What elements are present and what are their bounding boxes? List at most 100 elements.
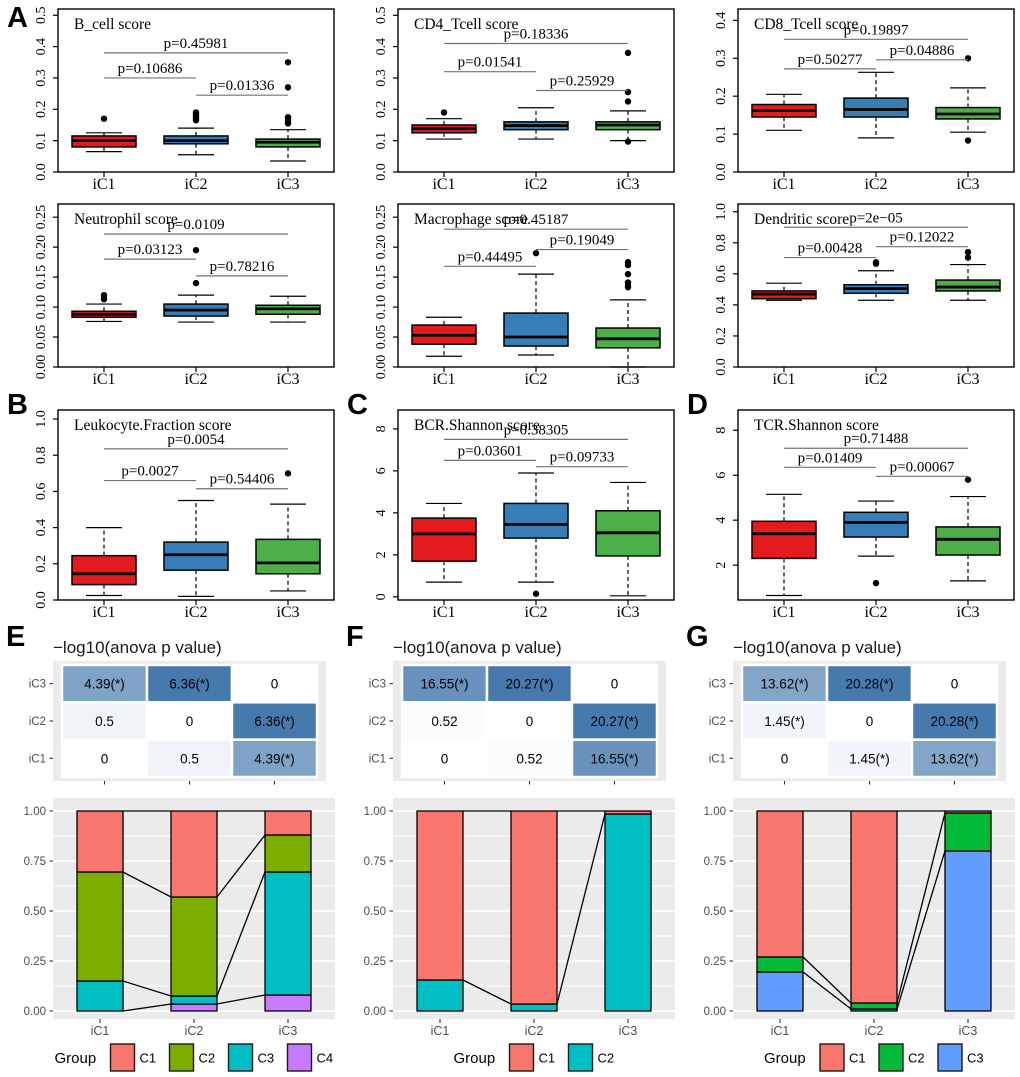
bar-segment-C2 bbox=[76, 871, 124, 982]
pvalue-label: p=0.71488 bbox=[844, 431, 909, 447]
x-tick-label: iC3 bbox=[279, 1024, 298, 1038]
box-iC2 bbox=[503, 312, 569, 347]
heatmap-cell-value: 0.52 bbox=[431, 714, 457, 729]
x-tick-label: iC2 bbox=[865, 1024, 884, 1038]
heatmap-cell bbox=[825, 663, 914, 704]
x-tick-label: iC3 bbox=[616, 371, 639, 388]
y-tick-label: 0.1 bbox=[714, 125, 729, 143]
outlier-dot bbox=[964, 137, 972, 144]
heatmap-row-label: iC3 bbox=[29, 679, 46, 691]
x-tick-label: iC1 bbox=[772, 604, 795, 621]
y-tick-label: 0.1 bbox=[374, 132, 389, 150]
panel-g-group-legend: Group C1 C2 C3 bbox=[680, 1040, 1020, 1077]
panel-a-dendritic-boxplot: 0.0 0.2 0.4 0.6 0.8 1.0 iC1 iC2 iC3 Dendritic sco… bbox=[680, 195, 1020, 395]
outlier-dot bbox=[284, 113, 292, 121]
y-tick-label: 0.00 bbox=[24, 1006, 46, 1018]
stack-connector bbox=[896, 850, 946, 1010]
panel-f-stacked-bars: 0.00 0.25 0.50 0.75 1.00 iC1 iC2 iC3 bbox=[340, 795, 680, 1045]
bars_f-svg: 0.00 0.25 0.50 0.75 1.00 iC1 iC2 iC3 bbox=[364, 798, 675, 1038]
outlier-dot bbox=[624, 270, 632, 278]
y-tick-label: 0.4 bbox=[34, 519, 49, 537]
y-tick-label: 0.00 bbox=[34, 355, 49, 380]
y-tick-label: 0.25 bbox=[24, 956, 46, 968]
box_tcr-svg: D 2 4 6 8 iC1 iC2 iC3 TCR.Shannon score p=0.01409… bbox=[687, 389, 1015, 621]
legend-swatch-c2 bbox=[168, 1043, 195, 1072]
y-tick-label: 1.00 bbox=[704, 806, 726, 818]
x-tick-label: iC3 bbox=[616, 604, 639, 621]
x-tick-label: iC2 bbox=[524, 604, 547, 621]
y-tick-label: 1.0 bbox=[34, 410, 49, 428]
box-iC2 bbox=[843, 511, 909, 538]
stack-connector bbox=[556, 813, 606, 1005]
outlier-dot bbox=[284, 59, 292, 66]
x-tick-label: iC3 bbox=[956, 176, 979, 193]
outlier-dot bbox=[100, 291, 108, 299]
x-tick-label: iC1 bbox=[432, 176, 455, 193]
x-tick-label: iC3 bbox=[956, 604, 979, 621]
pvalue-label: p=0.10686 bbox=[118, 61, 183, 77]
bar-segment-C2 bbox=[170, 896, 218, 997]
pvalue-label: p=0.03123 bbox=[118, 242, 183, 258]
bar-segment-C3 bbox=[756, 971, 804, 1012]
stack-connector bbox=[802, 971, 852, 1010]
box_dendritic-svg: 0.0 0.2 0.4 0.6 0.8 1.0 iC1 iC2 iC3 Dendritic sco… bbox=[714, 203, 1015, 388]
y-tick-label: 2 bbox=[714, 562, 729, 569]
boxplot-title: Dendritic score bbox=[754, 211, 849, 228]
y-tick-label: 0.5 bbox=[34, 7, 49, 25]
x-tick-label: iC2 bbox=[864, 604, 887, 621]
y-tick-label: 6 bbox=[374, 467, 389, 474]
pvalue-label: p=0.01336 bbox=[210, 78, 275, 94]
panel-f-group-legend: Group C1 C2 bbox=[340, 1040, 680, 1077]
heatmap-cell bbox=[400, 701, 489, 741]
heatmap-cell-value: 0 bbox=[951, 677, 959, 692]
outlier-dot bbox=[532, 249, 540, 257]
heatmap-cell-value: 0 bbox=[866, 714, 874, 729]
y-tick-label: 0.0 bbox=[34, 163, 49, 181]
box_bcell-svg: A 0.0 0.1 0.2 0.3 0.4 0.5 iC1 iC2 iC3 B_cell score… bbox=[7, 2, 335, 193]
panel-letter-a: A bbox=[7, 2, 28, 34]
bar-segment-C1 bbox=[756, 810, 804, 958]
y-tick-label: 0.50 bbox=[364, 906, 386, 918]
y-tick-label: 0.20 bbox=[374, 235, 389, 260]
y-tick-label: 0.8 bbox=[714, 234, 729, 252]
outlier-dot bbox=[964, 476, 972, 483]
legend-swatch-c1 bbox=[508, 1043, 535, 1072]
heatmap-cell-value: 6.36(*) bbox=[254, 714, 295, 729]
heatmap-cell-value: 0 bbox=[441, 751, 449, 766]
panel-f-anova-heatmap: F −log10(anova p value) 16.55(*) 20.27(*) 0 0… bbox=[340, 615, 680, 800]
panel-e-group-legend: Group C1 C2 C3 C4 bbox=[0, 1040, 340, 1077]
bar-segment-C1 bbox=[170, 810, 218, 898]
y-tick-label: 0.0 bbox=[714, 163, 729, 181]
boxplot-title: TCR.Shannon score bbox=[754, 417, 879, 434]
pvalue-label: p=0.45187 bbox=[504, 212, 569, 228]
y-tick-label: 4 bbox=[714, 517, 729, 524]
legend-item-label: C2 bbox=[598, 1051, 615, 1066]
box_bcr-svg: C 0 2 4 6 8 iC1 iC2 iC3 BCR.Shannon score p=0.0360… bbox=[347, 389, 675, 621]
heatmap-cell-value: 0 bbox=[186, 714, 194, 729]
boxplot-title: BCR.Shannon score bbox=[414, 417, 540, 434]
pvalue-label: p=0.0109 bbox=[167, 217, 224, 233]
legend-title: Group bbox=[764, 1050, 806, 1067]
heatmap-cell-value: 0 bbox=[101, 751, 109, 766]
y-tick-label: 0.20 bbox=[34, 235, 49, 260]
stack-connector bbox=[216, 834, 266, 898]
y-tick-label: 0.5 bbox=[374, 7, 389, 25]
legend-swatch-c3 bbox=[227, 1043, 254, 1072]
legend-item-label: C4 bbox=[317, 1051, 334, 1066]
panel-e-anova-heatmap: E −log10(anova p value) 4.39(*) 6.36(*) 0 0.5… bbox=[0, 615, 340, 800]
y-tick-label: 1.00 bbox=[24, 806, 46, 818]
box-iC2 bbox=[503, 502, 569, 539]
stack-connector bbox=[896, 812, 946, 1004]
outlier-dot bbox=[624, 88, 632, 96]
box-iC3 bbox=[255, 538, 321, 575]
x-tick-label: iC2 bbox=[184, 604, 207, 621]
bar-segment-C2 bbox=[264, 834, 312, 873]
outlier-dot bbox=[192, 109, 200, 116]
pvalue-label: p=0.78216 bbox=[210, 259, 275, 275]
y-tick-label: 0.2 bbox=[34, 101, 49, 119]
pvalue-label: p=0.00428 bbox=[798, 241, 863, 257]
outlier-dot bbox=[872, 259, 880, 266]
bar-segment-C3 bbox=[76, 980, 124, 1012]
outlier-dot bbox=[624, 138, 632, 145]
panel-a-cd8-boxplot: 0.0 0.1 0.2 0.3 0.4 iC1 iC2 iC3 CD8_Tcell score p… bbox=[680, 0, 1020, 200]
